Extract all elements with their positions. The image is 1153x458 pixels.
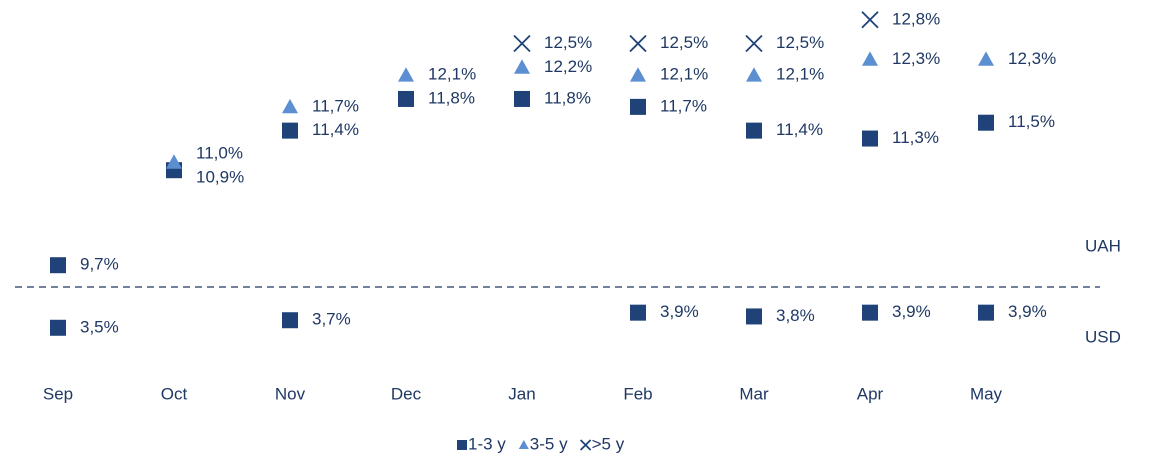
legend-label: 1-3 y — [468, 434, 506, 453]
marker-square — [978, 114, 994, 131]
x-tick-label: Nov — [275, 384, 306, 403]
data-label: 11,7% — [312, 96, 359, 115]
legend-marker — [518, 440, 529, 449]
panel-label: USD — [1085, 327, 1121, 346]
marker-square — [50, 319, 66, 336]
marker-triangle — [746, 67, 762, 82]
marker-square — [746, 122, 762, 139]
data-label: 11,5% — [1008, 112, 1055, 131]
marker-triangle — [166, 154, 182, 169]
data-label: 12,1% — [660, 65, 708, 84]
data-label: 12,8% — [892, 9, 940, 28]
data-label: 3,7% — [312, 310, 351, 329]
data-label: 3,5% — [80, 317, 119, 336]
marker-triangle — [862, 51, 878, 66]
data-label: 3,9% — [892, 302, 931, 321]
marker-cross — [513, 34, 531, 53]
x-tick-label: May — [970, 384, 1003, 403]
data-label: 12,1% — [428, 65, 476, 84]
data-label: 12,2% — [544, 57, 592, 76]
marker-square — [862, 304, 878, 321]
x-tick-label: Apr — [857, 384, 884, 403]
data-label: 11,8% — [544, 88, 591, 107]
data-label: 12,5% — [660, 33, 708, 52]
marker-triangle — [514, 59, 530, 74]
marker-cross — [745, 34, 763, 53]
marker-square — [630, 98, 646, 115]
marker-square — [978, 304, 994, 321]
data-label: 3,9% — [1008, 302, 1047, 321]
data-label: 3,8% — [776, 306, 815, 325]
marker-square — [282, 122, 298, 139]
data-label: 3,9% — [660, 302, 699, 321]
x-tick-label: Oct — [161, 384, 188, 403]
x-tick-label: Jan — [508, 384, 535, 403]
legend-label: >5 y — [592, 434, 625, 453]
marker-square — [398, 90, 414, 107]
marker-cross — [629, 34, 647, 53]
legend-marker — [457, 440, 467, 450]
data-label: 12,5% — [544, 33, 592, 52]
legend-marker — [579, 439, 592, 451]
data-label: 11,0% — [196, 144, 243, 163]
marker-square — [862, 130, 878, 147]
data-label: 11,4% — [776, 120, 823, 139]
x-tick-label: Dec — [391, 384, 422, 403]
data-label: 12,3% — [892, 49, 940, 68]
data-label: 11,4% — [312, 120, 359, 139]
data-label: 10,9% — [196, 168, 244, 187]
legend-label: 3-5 y — [530, 434, 568, 453]
marker-cross — [861, 11, 879, 29]
marker-square — [630, 304, 646, 321]
data-label: 11,7% — [660, 96, 707, 115]
data-label: 12,3% — [1008, 49, 1056, 68]
data-label: 12,5% — [776, 33, 824, 52]
x-tick-label: Mar — [739, 384, 769, 403]
x-tick-label: Feb — [623, 384, 652, 403]
marker-square — [746, 308, 762, 325]
marker-triangle — [398, 67, 414, 82]
marker-triangle — [282, 98, 298, 114]
marker-triangle — [630, 67, 646, 82]
data-label: 11,8% — [428, 88, 475, 107]
data-label: 11,3% — [892, 128, 939, 147]
data-label: 9,7% — [80, 255, 119, 274]
marker-square — [50, 257, 66, 274]
panel-label: UAH — [1085, 236, 1121, 255]
marker-square — [514, 90, 530, 107]
marker-square — [282, 312, 298, 329]
x-tick-label: Sep — [43, 384, 73, 403]
data-label: 12,1% — [776, 65, 824, 84]
marker-triangle — [978, 51, 994, 66]
